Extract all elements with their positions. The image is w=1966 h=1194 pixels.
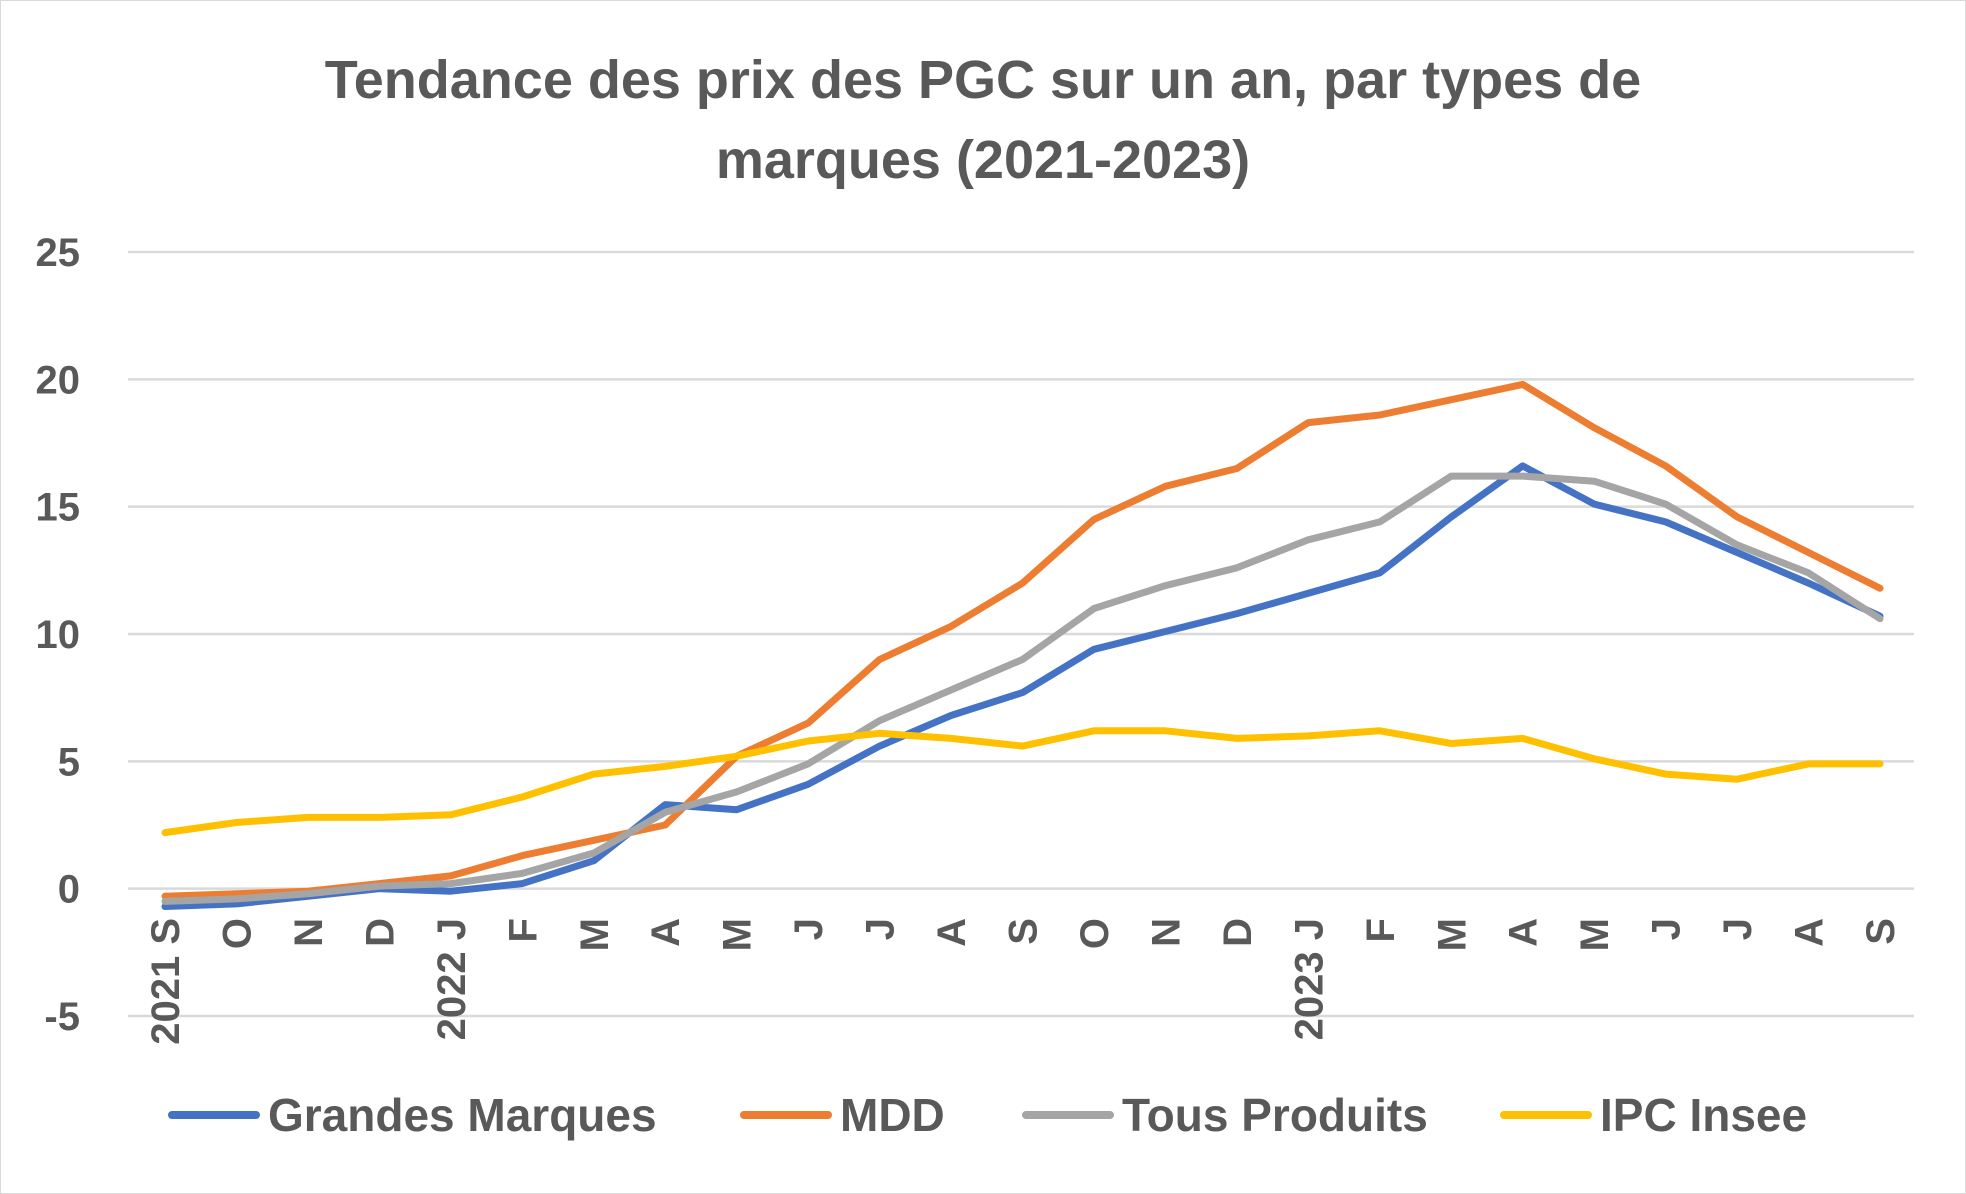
y-tick-label: 0	[58, 868, 80, 912]
x-tick-label: M	[1430, 918, 1474, 951]
y-tick-label: -5	[44, 995, 80, 1039]
x-tick-label: J	[1716, 918, 1760, 940]
legend-item-tous-produits: Tous Produits	[1022, 1085, 1428, 1145]
x-tick-label: M	[1573, 918, 1617, 951]
x-tick-label: M	[573, 918, 617, 951]
chart-title-line-1: Tendance des prix des PGC sur un an, par…	[324, 50, 1642, 110]
legend-item-mdd: MDD	[740, 1085, 945, 1145]
legend-label: IPC Insee	[1600, 1089, 1808, 1141]
y-tick-label: 10	[36, 613, 81, 657]
legend-swatch	[1022, 1111, 1114, 1119]
x-tick-label: 2022 J	[430, 918, 474, 1040]
legend-label: MDD	[840, 1089, 945, 1141]
series-line-mdd	[161, 380, 1884, 900]
x-tick-label: M	[716, 918, 760, 951]
x-tick-label: J	[859, 918, 903, 940]
series-line-tous-produits	[161, 472, 1884, 905]
x-tick-label: 2023 J	[1287, 918, 1331, 1040]
chart-title-line-2: marques (2021-2023)	[715, 130, 1251, 190]
x-tick-label: A	[1788, 918, 1832, 947]
x-tick-label: J	[1645, 918, 1689, 940]
x-tick-label: 2021 S	[144, 918, 188, 1045]
y-tick-label: 25	[36, 231, 81, 275]
legend-item-ipc-insee: IPC Insee	[1500, 1085, 1807, 1145]
x-tick-label: O	[1073, 918, 1117, 949]
series-line-grandes-marques	[161, 462, 1884, 910]
legend: Grandes Marques MDD Tous Produits IPC Insee	[0, 1085, 1966, 1145]
legend-swatch	[168, 1111, 260, 1119]
x-tick-label: N	[1144, 918, 1188, 947]
x-tick-label: N	[287, 918, 331, 947]
legend-label: Tous Produits	[1122, 1089, 1428, 1141]
legend-swatch	[1500, 1111, 1592, 1119]
series-lines	[161, 380, 1884, 910]
x-tick-label: D	[1216, 918, 1260, 947]
legend-swatch	[740, 1111, 832, 1119]
x-tick-label: A	[930, 918, 974, 947]
x-tick-label: S	[1002, 918, 1046, 945]
y-tick-label: 20	[36, 358, 81, 402]
x-tick-label: A	[644, 918, 688, 947]
y-tick-label: 5	[58, 740, 80, 784]
legend-item-grandes-marques: Grandes Marques	[168, 1085, 657, 1145]
x-tick-label: F	[501, 918, 545, 942]
x-tick-label: F	[1359, 918, 1403, 942]
x-tick-label: J	[787, 918, 831, 940]
x-tick-label: A	[1502, 918, 1546, 947]
gridlines	[128, 250, 1914, 1018]
x-tick-label: D	[358, 918, 402, 947]
legend-label: Grandes Marques	[268, 1089, 657, 1141]
x-tick-label: S	[1859, 918, 1903, 945]
chart-title: Tendance des prix des PGC sur un an, par…	[0, 40, 1966, 200]
y-axis-ticks: -5 0 5 10 15 20 25	[36, 231, 81, 1039]
series-line-ipc-insee	[161, 727, 1884, 837]
x-tick-label: O	[215, 918, 259, 949]
y-tick-label: 15	[36, 486, 81, 530]
